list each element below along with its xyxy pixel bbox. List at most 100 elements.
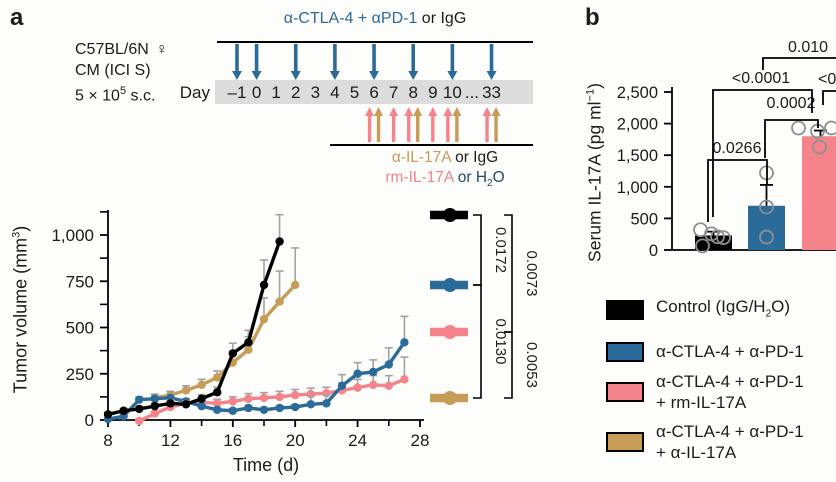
legend-item-ici: α-CTLA-4 + α-PD-1 xyxy=(606,341,804,362)
y-tick-label: 0 xyxy=(85,411,94,430)
y-tick-label: 1,500 xyxy=(617,147,658,165)
sample-point xyxy=(824,120,836,136)
ici-dose-arrowhead-icon xyxy=(447,71,458,80)
rmil17a-label: α-CTLA-4 + α-PD-1 + rm-IL-17A xyxy=(656,372,804,413)
day-tick-label: ... xyxy=(465,83,479,102)
data-point xyxy=(150,394,159,403)
legend-item-control: Control (IgG/H2O) xyxy=(606,296,804,324)
sample-point xyxy=(812,139,827,155)
model-info: C57BL/6N ♀ CM (ICI S) 5 × 105 s.c. xyxy=(75,39,168,106)
pvalue-bracket xyxy=(764,119,819,158)
y-tick-label: 0 xyxy=(649,242,658,260)
data-point xyxy=(244,345,253,354)
data-point xyxy=(135,416,144,426)
data-point xyxy=(291,402,300,412)
il17-dose-arrowhead-icon xyxy=(374,107,384,116)
data-point xyxy=(400,375,409,384)
data-point xyxy=(244,394,253,403)
sample-point xyxy=(716,230,731,246)
ici-dose-arrowhead-icon xyxy=(251,71,262,80)
data-point xyxy=(244,403,253,413)
sample-point xyxy=(759,199,774,215)
data-point xyxy=(197,401,206,411)
sample-point xyxy=(710,229,725,245)
rmil17a-label: rm-IL-17A or H2O xyxy=(385,169,505,190)
data-point xyxy=(259,405,269,415)
data-point xyxy=(119,406,128,415)
data-point xyxy=(275,403,284,413)
bar-pink xyxy=(791,120,836,250)
day-tick-label: 0 xyxy=(252,83,261,102)
series-line xyxy=(154,283,297,400)
pvalue-bracket xyxy=(822,90,836,105)
x-tick-label: 20 xyxy=(286,431,305,450)
data-point xyxy=(181,400,191,409)
series-black xyxy=(103,213,284,419)
day-tick-label: 2 xyxy=(291,83,300,102)
group-marker-dot-tan xyxy=(443,391,457,405)
time-axis-label: Time (d) xyxy=(232,455,300,475)
data-point xyxy=(275,237,284,246)
series-blue xyxy=(103,315,409,424)
series-tan xyxy=(150,247,300,402)
ici-swatch xyxy=(606,341,644,362)
data-point xyxy=(244,338,253,347)
tumor-volume-chart: 0 250 500 750 1,000 8 12 16 20 24 28 0.0172 0.0073 0.… xyxy=(51,208,540,450)
ail17a-label: α-CTLA-4 + α-PD-1 + α-IL-17A xyxy=(656,422,804,463)
ici-treatment-label: α-CTLA-4 + αPD-1 or IgG xyxy=(283,10,467,27)
panel-a-label: a xyxy=(10,4,24,31)
day-tick-label: 5 xyxy=(350,83,359,102)
data-point xyxy=(306,400,315,409)
treatment-schematic: Day –1 0 1 2 3 4 5 6 7 8 9 10... 33 xyxy=(180,41,533,146)
pvalue-bracket xyxy=(762,57,836,70)
day-tick-label: 9 xyxy=(428,83,437,102)
data-point xyxy=(400,338,409,347)
rmil17a-swatch xyxy=(606,382,644,403)
il17-dose-arrowhead-icon xyxy=(389,107,399,116)
sample-point xyxy=(791,120,806,136)
y-tick-label: 2,000 xyxy=(617,116,658,134)
pvalue-label: 0.0002 xyxy=(767,95,816,112)
y-tick-label: 750 xyxy=(66,272,94,291)
x-tick-label: 12 xyxy=(161,431,180,450)
pvalue-label: 0.010 xyxy=(788,39,828,56)
legend: Control (IgG/H2O) α-CTLA-4 + α-PD-1 α-CT… xyxy=(606,296,804,463)
il17-dose-arrowhead-icon xyxy=(452,107,462,116)
data-point xyxy=(337,381,347,390)
pvalue-label: 0.0130 xyxy=(492,319,509,365)
pvalue-label: 0.0073 xyxy=(523,251,540,297)
il17-dose-arrowhead-icon xyxy=(482,107,492,116)
pvalue-bracket xyxy=(504,331,513,399)
day-tick-label: 4 xyxy=(330,83,339,102)
series-pink xyxy=(135,356,409,426)
data-point xyxy=(369,367,378,377)
x-tick-label: 28 xyxy=(411,431,430,450)
group-marker-dot-blue xyxy=(443,278,457,292)
data-point xyxy=(353,369,362,378)
data-point xyxy=(259,280,269,290)
data-point xyxy=(259,314,269,324)
ici-dose-arrowhead-icon xyxy=(408,71,419,80)
ici-dose-arrowhead-icon xyxy=(486,71,497,80)
model-strain-line: C57BL/6N ♀ xyxy=(75,41,168,58)
day-strip xyxy=(215,80,533,104)
ail17a-swatch xyxy=(606,432,644,453)
data-point xyxy=(275,297,284,306)
data-point xyxy=(291,280,300,290)
pvalue-label: <0 xyxy=(818,71,836,88)
data-point xyxy=(322,399,331,408)
day-strip-label: Day xyxy=(180,83,210,102)
y-tick-label: 1,000 xyxy=(51,226,94,245)
day-tick-label: 7 xyxy=(389,83,398,102)
day-tick-label: 33 xyxy=(482,83,501,102)
ici-dose-arrowhead-icon xyxy=(290,71,301,80)
pvalue-label: 0.0266 xyxy=(713,140,762,157)
data-point xyxy=(197,394,206,403)
day-tick-label: –1 xyxy=(228,83,247,102)
data-point xyxy=(384,381,393,390)
data-point xyxy=(213,373,222,382)
day-tick-label: 6 xyxy=(369,83,378,102)
panel-b-label: b xyxy=(585,4,600,31)
x-tick-label: 24 xyxy=(348,431,367,450)
